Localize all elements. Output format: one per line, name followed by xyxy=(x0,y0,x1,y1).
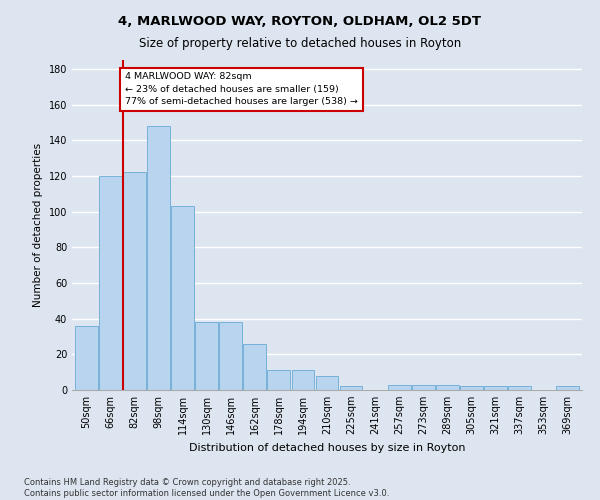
Bar xyxy=(220,322,242,390)
Bar xyxy=(147,126,170,390)
Bar xyxy=(412,384,434,390)
Bar xyxy=(195,322,218,390)
Text: Contains HM Land Registry data © Crown copyright and database right 2025.
Contai: Contains HM Land Registry data © Crown c… xyxy=(24,478,389,498)
Bar xyxy=(556,386,579,390)
Bar xyxy=(244,344,266,390)
Bar xyxy=(268,370,290,390)
Bar xyxy=(484,386,507,390)
Bar xyxy=(171,206,194,390)
Bar xyxy=(292,370,314,390)
Text: 4, MARLWOOD WAY, ROYTON, OLDHAM, OL2 5DT: 4, MARLWOOD WAY, ROYTON, OLDHAM, OL2 5DT xyxy=(119,15,482,28)
Bar xyxy=(340,386,362,390)
Bar xyxy=(123,172,146,390)
Bar xyxy=(508,386,531,390)
Y-axis label: Number of detached properties: Number of detached properties xyxy=(33,143,43,307)
Bar xyxy=(99,176,122,390)
Text: 4 MARLWOOD WAY: 82sqm
← 23% of detached houses are smaller (159)
77% of semi-det: 4 MARLWOOD WAY: 82sqm ← 23% of detached … xyxy=(125,72,358,106)
X-axis label: Distribution of detached houses by size in Royton: Distribution of detached houses by size … xyxy=(189,442,465,452)
Bar xyxy=(436,384,459,390)
Text: Size of property relative to detached houses in Royton: Size of property relative to detached ho… xyxy=(139,38,461,51)
Bar xyxy=(316,376,338,390)
Bar xyxy=(388,384,410,390)
Bar xyxy=(460,386,483,390)
Bar xyxy=(75,326,98,390)
